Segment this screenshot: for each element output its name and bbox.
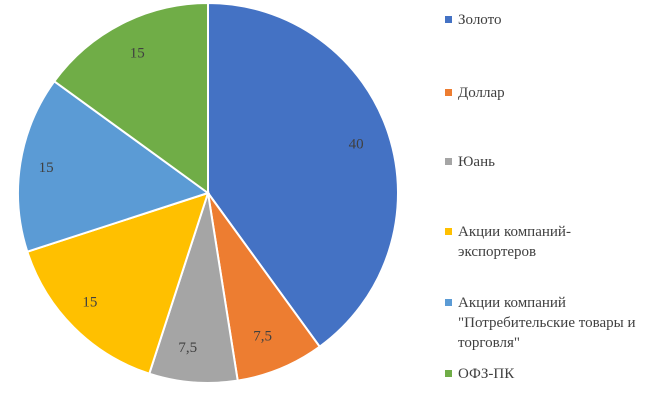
pie-slice-consumer [17, 79, 211, 253]
legend-item-gold: Золото [445, 10, 658, 30]
legend-swatch-ofz [445, 370, 452, 377]
pie-slice-gold [207, 1, 399, 349]
legend-item-yuan: Юань [445, 152, 658, 172]
legend-swatch-yuan [445, 158, 452, 165]
data-label-ofz: 15 [130, 46, 145, 62]
pie-data-labels: 40 7,5 7,5 15 15 15 [39, 46, 364, 356]
legend-label-ofz: ОФЗ-ПК [458, 366, 515, 382]
legend-item-exporters: Акции компаний-экспортеров [445, 222, 618, 262]
data-label-consumer: 15 [39, 160, 54, 176]
data-label-gold: 40 [349, 136, 364, 152]
legend-item-consumer: Акции компаний "Потребительские товары и… [445, 293, 659, 353]
pie-slice-exporters [26, 191, 210, 375]
legend-label-consumer: Акции компаний "Потребительские товары и… [458, 295, 636, 351]
data-label-exporters: 15 [82, 295, 97, 311]
legend-swatch-consumer [445, 299, 452, 306]
data-label-yuan: 7,5 [178, 340, 197, 356]
legend: Золото Доллар Юань Акции компаний-экспор… [445, 0, 659, 400]
legend-label-gold: Золото [458, 12, 502, 28]
legend-label-yuan: Юань [458, 154, 495, 170]
legend-item-ofz: ОФЗ-ПК [445, 364, 658, 384]
pie-slice-ofz [52, 1, 209, 195]
data-label-dollar: 7,5 [253, 328, 272, 344]
legend-label-dollar: Доллар [458, 85, 505, 101]
legend-item-dollar: Доллар [445, 83, 658, 103]
legend-swatch-exporters [445, 228, 452, 235]
legend-swatch-gold [445, 16, 452, 23]
legend-swatch-dollar [445, 89, 452, 96]
pie-slices [17, 1, 399, 384]
legend-label-exporters: Акции компаний-экспортеров [458, 224, 571, 260]
